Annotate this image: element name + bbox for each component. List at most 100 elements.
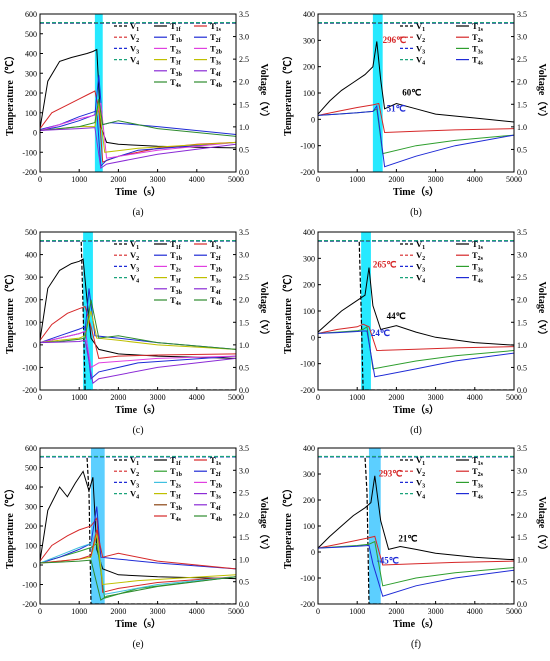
y2-tick-label: 3.0 [239, 466, 249, 475]
y2-tick-label: 2.5 [239, 273, 249, 282]
y2-tick-label: 1.0 [239, 123, 249, 132]
legend-label: T3s [472, 43, 484, 55]
highlight-band [361, 232, 371, 390]
y2-tick-label: 0.0 [517, 168, 527, 177]
legend-subscript: 4 [422, 279, 425, 285]
panel-c: 0 1000 2000 3000 4000 5000 -200 -100 0 100 200 300 4… [3, 228, 271, 436]
y-tick-label: -100 [300, 360, 315, 369]
legend-label: T3s [472, 477, 484, 489]
legend-label: T1b [170, 466, 183, 478]
series-T4s [318, 104, 514, 168]
y2-tick-label: 1.0 [517, 555, 527, 564]
series-T2f [40, 75, 236, 135]
legend-subscript: 3s [478, 483, 484, 489]
legend-text: T [170, 250, 176, 260]
y2-tick-label: 2.0 [517, 296, 527, 305]
y-tick-label: 400 [25, 483, 37, 492]
legend-text: T [210, 284, 216, 294]
x-tick-label: 4000 [467, 175, 483, 184]
legend-text: T [210, 77, 216, 87]
legend-label: T3s [210, 489, 222, 501]
legend-subscript: 2s [176, 49, 182, 55]
legend-label: V2 [130, 250, 139, 262]
legend-text: T [472, 55, 478, 65]
series-T1s [318, 267, 514, 346]
panel-label: (d) [410, 425, 422, 436]
y-tick-label: 200 [25, 522, 37, 531]
series-T4b [40, 559, 236, 601]
legend-label: T2s [170, 261, 182, 273]
legend-label: T2s [170, 43, 182, 55]
legend-subscript: 3s [216, 495, 222, 501]
legend-label: V2 [130, 466, 139, 478]
series-T4s [318, 330, 514, 378]
series-T2s [40, 330, 236, 369]
y-tick-label: 100 [25, 542, 37, 551]
x-tick-label: 4000 [467, 393, 483, 402]
panel-label: (c) [132, 425, 143, 436]
legend-text: V [416, 21, 423, 31]
x-axis-label: Time（s） [115, 185, 161, 198]
legend-label: T3s [210, 273, 222, 285]
legend-subscript: 2s [176, 267, 182, 273]
y-tick-label: 300 [25, 273, 37, 282]
y2-tick-label: 2.5 [239, 489, 249, 498]
y-axis-label: Temperature（℃） [3, 50, 16, 136]
series-T2s [40, 530, 236, 595]
legend-text: T [170, 477, 176, 487]
legend-subscript: 4 [422, 61, 425, 67]
legend-text: T [472, 489, 478, 499]
y2-tick-label: 3.0 [239, 251, 249, 260]
legend-subscript: 1f [176, 461, 182, 467]
y-tick-label: 0 [311, 333, 315, 342]
legend-text: V [130, 55, 137, 65]
series-T1f [40, 48, 236, 149]
y2-tick-label: 0.5 [239, 363, 249, 372]
legend-label: V3 [416, 43, 425, 55]
legend-text: T [210, 489, 216, 499]
legend-text: V [130, 261, 137, 271]
y-tick-label: -100 [300, 574, 315, 583]
legend-text: T [210, 477, 216, 487]
y2-tick-label: 3.5 [239, 10, 249, 19]
series-T1b [40, 326, 236, 380]
legend-text: V [416, 32, 423, 42]
y2-tick-label: 3.0 [239, 33, 249, 42]
legend-subscript: 1s [216, 461, 222, 467]
legend-label: V1 [130, 455, 139, 467]
legend-subscript: 2 [136, 472, 139, 478]
legend-text: T [170, 284, 176, 294]
legend-subscript: 4 [136, 61, 139, 67]
y-tick-label: 100 [303, 522, 315, 531]
legend-subscript: 1f [176, 27, 182, 33]
x-tick-label: 1000 [71, 607, 87, 616]
y-tick-label: 300 [25, 69, 37, 78]
legend-label: T3b [170, 500, 183, 512]
series-T1f [40, 470, 236, 580]
y2-tick-label: 2.0 [239, 78, 249, 87]
x-tick-label: 4000 [467, 607, 483, 616]
legend-text: T [472, 43, 478, 53]
y2-axis-label: Voltage（V） [258, 63, 271, 122]
y2-tick-label: 1.5 [239, 318, 249, 327]
series-T4s [40, 529, 236, 570]
legend-text: T [170, 261, 176, 271]
legend-label: V2 [416, 250, 425, 262]
legend-subscript: 3s [216, 279, 222, 285]
legend-text: V [130, 455, 137, 465]
annotation-label: 265℃ [373, 260, 397, 270]
y-tick-label: 100 [25, 318, 37, 327]
series-T4s [318, 544, 514, 597]
x-tick-label: 3000 [428, 607, 444, 616]
legend-subscript: 2s [176, 483, 182, 489]
legend-label: T1f [170, 239, 182, 251]
series-T2f [40, 506, 236, 570]
legend-text: T [210, 261, 216, 271]
y-tick-label: -200 [300, 600, 315, 609]
y2-tick-label: 2.5 [517, 489, 527, 498]
legend-subscript: 4 [136, 495, 139, 501]
panel-label: (e) [132, 639, 143, 650]
legend-text: T [170, 66, 176, 76]
legend-text: T [210, 32, 216, 42]
x-tick-label: 5000 [506, 393, 522, 402]
